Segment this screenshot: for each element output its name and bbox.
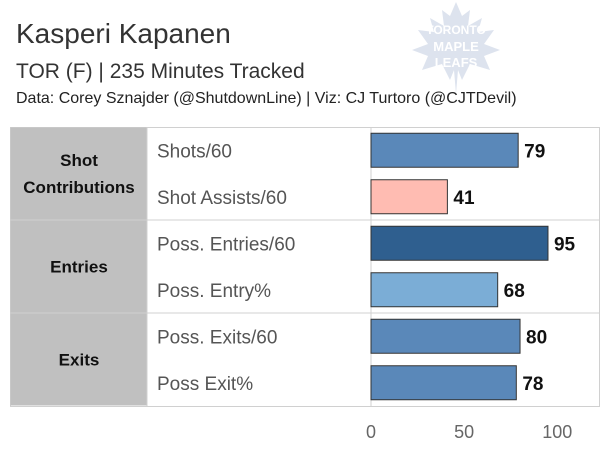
data-label: 80 <box>526 327 547 348</box>
metric-label: Shots/60 <box>157 141 232 162</box>
group-label: Entries <box>50 258 108 277</box>
metric-label: Poss. Exits/60 <box>157 327 277 348</box>
data-label: 79 <box>524 141 545 162</box>
group-header-bg <box>10 220 148 313</box>
bar <box>370 272 499 308</box>
metric-label: Poss Exit% <box>157 374 253 395</box>
data-label: 95 <box>554 234 576 255</box>
group-header-bg <box>10 127 148 220</box>
group-label: Contributions <box>23 178 134 197</box>
data-label: 68 <box>504 281 525 302</box>
group-header-bg <box>10 313 148 406</box>
bar <box>370 132 519 168</box>
x-tick-label: 100 <box>542 422 572 442</box>
bar <box>370 365 517 401</box>
page-title: Kasperi Kapanen <box>16 18 231 49</box>
logo-text-toronto: TORONTO <box>426 23 486 37</box>
group-label: Shot <box>60 151 98 170</box>
data-label: 78 <box>522 374 543 395</box>
group-label: Exits <box>59 351 100 370</box>
team-logo: TORONTO MAPLE LEAFS <box>412 2 500 94</box>
x-tick-label: 0 <box>366 422 376 442</box>
bar <box>370 318 521 354</box>
metric-label: Shot Assists/60 <box>157 188 287 209</box>
data-label: 41 <box>453 188 475 209</box>
maple-leaf-icon <box>412 2 500 94</box>
bar <box>370 225 549 261</box>
data-credit: Data: Corey Sznajder (@ShutdownLine) | V… <box>16 90 517 107</box>
bar <box>370 179 448 215</box>
x-tick-label: 50 <box>454 422 474 442</box>
logo-text-leafs: LEAFS <box>435 55 478 70</box>
metric-label: Poss. Entry% <box>157 281 271 302</box>
logo-text-maple: MAPLE <box>433 39 479 54</box>
page-subtitle: TOR (F) | 235 Minutes Tracked <box>16 60 305 83</box>
metric-label: Poss. Entries/60 <box>157 234 295 255</box>
